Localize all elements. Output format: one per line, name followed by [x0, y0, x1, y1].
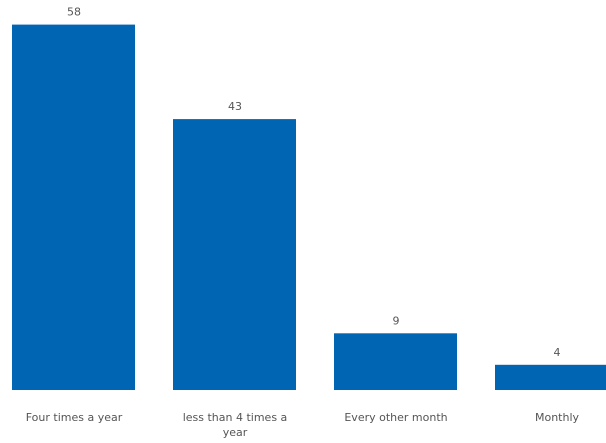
bar-4 [495, 364, 606, 390]
data-label-1: 58 [67, 6, 81, 19]
data-label-3: 9 [393, 314, 400, 327]
data-label-4: 4 [554, 346, 561, 359]
category-label-2: less than 4 times a year [183, 411, 288, 439]
category-label-3: Every other month [344, 411, 447, 424]
bar-3 [334, 333, 457, 390]
bar-1 [12, 24, 135, 390]
bar-2 [173, 119, 296, 390]
category-label-1: Four times a year [26, 411, 123, 424]
data-label-2: 43 [228, 100, 242, 113]
category-label-4: Monthly [535, 411, 580, 424]
